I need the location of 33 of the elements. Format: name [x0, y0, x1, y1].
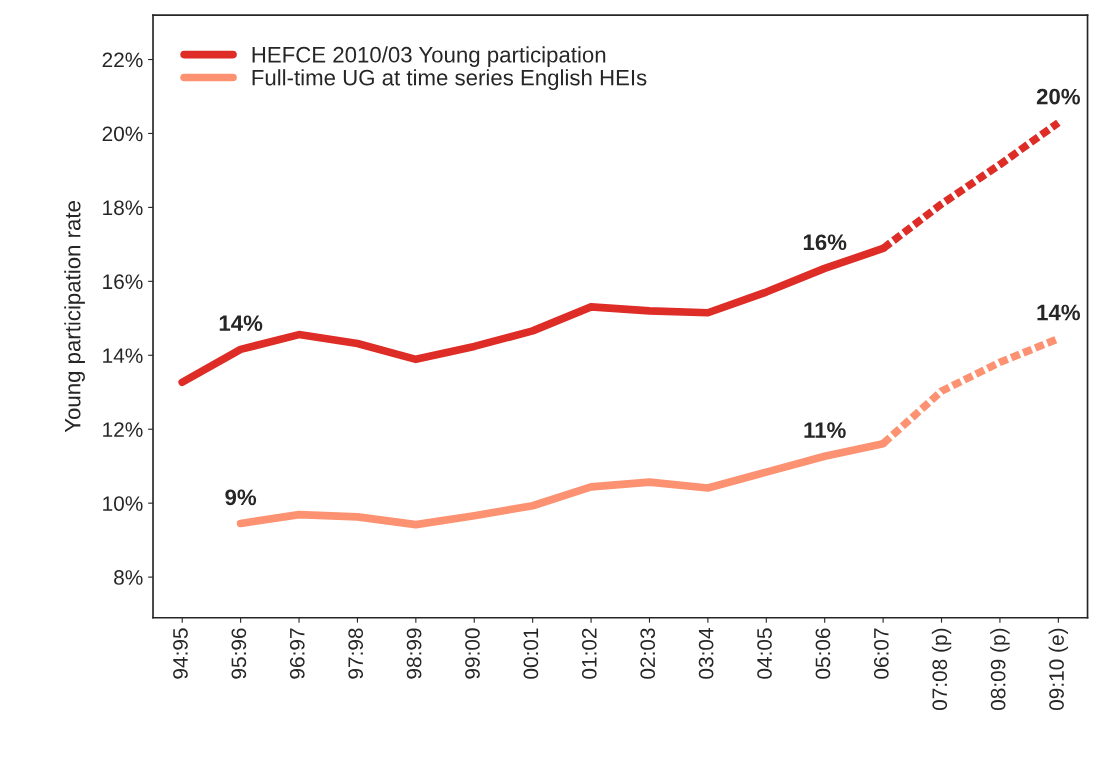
x-tick-label: 96:97	[289, 628, 305, 679]
x-tick-label: 06:07	[873, 628, 889, 679]
annotation: 11%	[804, 422, 846, 438]
x-tick-label: 02:03	[640, 628, 656, 679]
y-tick-label: 16%	[103, 274, 143, 290]
x-tick-label: 94:95	[173, 628, 188, 679]
x-tick-label: 03:04	[698, 628, 714, 679]
y-tick-label: 18%	[103, 200, 143, 216]
annotation: 14%	[1037, 304, 1080, 321]
x-tick-label: 07:08 (p)	[931, 628, 952, 711]
legend-label: Full-time UG at time series English HEIs	[252, 69, 647, 90]
x-tick-label: 98:99	[406, 628, 422, 679]
y-axis-title: Young participation rate	[64, 201, 85, 433]
x-tick-label: 95:96	[231, 628, 247, 679]
y-tick-label: 20%	[102, 126, 143, 142]
y-tick-label: 10%	[103, 496, 143, 511]
legend-label: HEFCE 2010/03 Young participation	[252, 46, 606, 67]
annotation: 16%	[803, 234, 847, 251]
x-tick-label: 99:00	[465, 628, 480, 679]
y-tick-label: 8%	[114, 570, 143, 585]
y-tick-label: 22%	[102, 52, 143, 68]
y-tick-label: 12%	[103, 422, 143, 437]
x-tick-label: 00:01	[523, 628, 539, 679]
x-tick-label: 04:05	[757, 628, 772, 679]
x-tick-label: 97:98	[348, 628, 364, 679]
x-tick-label: 01:02	[581, 628, 597, 679]
annotation: 9%	[225, 489, 257, 506]
x-tick-label: 05:06	[815, 628, 831, 679]
annotation: 20%	[1036, 88, 1080, 105]
y-tick-label: 14%	[103, 348, 143, 363]
x-tick-label: 08:09 (p)	[990, 628, 1010, 711]
x-tick-label: 09:10 (e)	[1048, 628, 1069, 711]
annotation: 14%	[219, 315, 263, 332]
